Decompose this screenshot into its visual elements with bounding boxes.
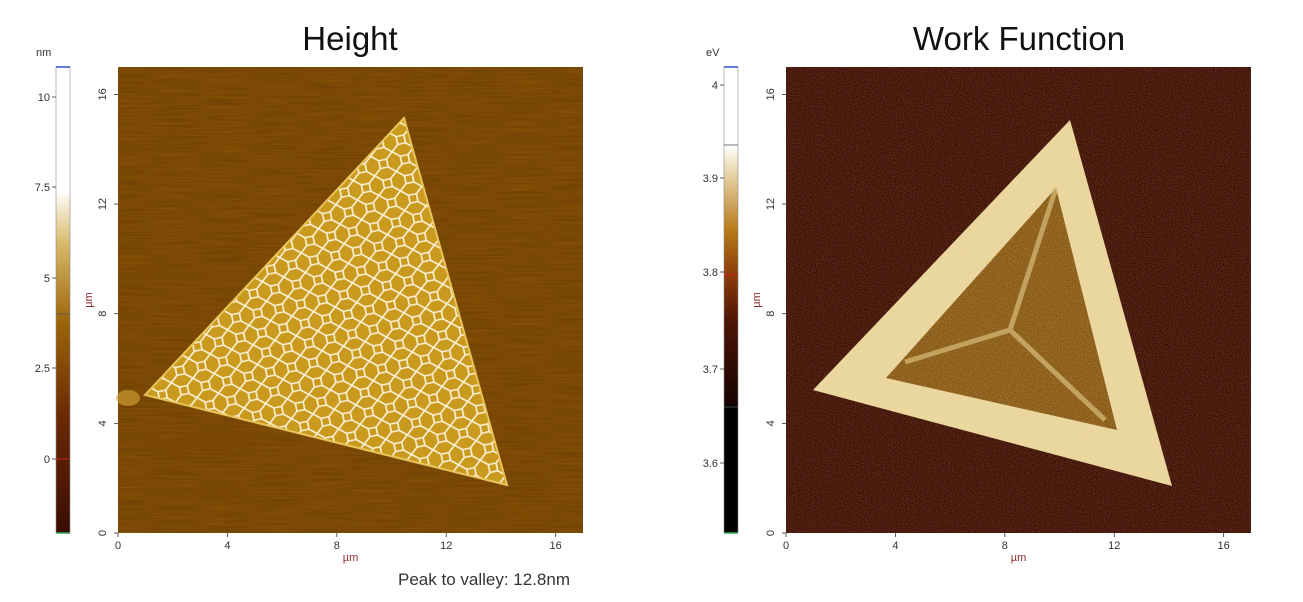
wf-colorbar bbox=[723, 66, 739, 534]
height-panel: 10 7.5 5 2.5 0 0 4 8 12 16 0 4 8 12 16 µm µm bbox=[35, 66, 583, 564]
wf-colorbar-tick-label: 3.9 bbox=[703, 173, 718, 185]
wf-y-tick-label: 4 bbox=[765, 420, 777, 426]
wf-colorbar-tick-label: 3.8 bbox=[703, 267, 718, 279]
wf-map-background bbox=[786, 67, 1251, 533]
wf-x-tick-label: 0 bbox=[783, 540, 789, 552]
height-y-tick-label: 4 bbox=[97, 420, 109, 426]
height-axes: 0 4 8 12 16 0 4 8 12 16 µm µm bbox=[83, 88, 562, 564]
height-x-tick-label: 16 bbox=[550, 540, 562, 552]
height-colorbar-tick-label: 2.5 bbox=[35, 363, 50, 375]
height-x-tick-label: 0 bbox=[115, 540, 121, 552]
height-y-axis-label: µm bbox=[83, 292, 95, 308]
wf-x-tick-label: 4 bbox=[892, 540, 898, 552]
wf-x-axis-label: µm bbox=[1011, 552, 1027, 564]
wf-colorbar-unit: eV bbox=[706, 47, 720, 59]
height-x-axis-label: µm bbox=[343, 552, 359, 564]
height-y-tick-label: 0 bbox=[97, 530, 109, 536]
height-colorbar bbox=[55, 66, 71, 534]
height-y-tick-label: 8 bbox=[97, 311, 109, 317]
wf-x-tick-label: 12 bbox=[1108, 540, 1120, 552]
height-x-tick-label: 4 bbox=[224, 540, 230, 552]
height-colorbar-unit: nm bbox=[36, 47, 52, 59]
wf-x-tick-label: 16 bbox=[1218, 540, 1230, 552]
wf-y-tick-label: 0 bbox=[765, 530, 777, 536]
height-colorbar-tick-label: 0 bbox=[44, 454, 50, 466]
wf-colorbar-tick-label: 3.7 bbox=[703, 364, 718, 376]
height-colorbar-tick-label: 7.5 bbox=[35, 182, 50, 194]
height-colorbar-tick-label: 5 bbox=[44, 273, 50, 285]
height-x-tick-label: 12 bbox=[440, 540, 452, 552]
height-y-tick-label: 16 bbox=[97, 88, 109, 100]
wf-y-axis-label: µm bbox=[751, 292, 763, 308]
wf-flake-center bbox=[886, 188, 1117, 430]
height-colorbar-tick-label: 10 bbox=[38, 92, 50, 104]
wf-y-tick-label: 12 bbox=[765, 198, 777, 210]
height-y-tick-label: 12 bbox=[97, 198, 109, 210]
height-title: Height bbox=[302, 20, 398, 57]
wf-axes: 0 4 8 12 16 0 4 8 12 16 µm µm bbox=[751, 88, 1230, 564]
height-x-tick-label: 8 bbox=[334, 540, 340, 552]
peak-to-valley-label: Peak to valley: 12.8nm bbox=[398, 570, 570, 589]
wf-colorbar-tick-label: 4 bbox=[712, 80, 718, 92]
height-colorbar-ticks: 10 7.5 5 2.5 0 bbox=[35, 92, 56, 466]
wf-x-tick-label: 8 bbox=[1002, 540, 1008, 552]
wf-flake bbox=[813, 120, 1172, 486]
wf-colorbar-ticks: 4 3.9 3.8 3.7 3.6 bbox=[703, 80, 724, 470]
wf-y-tick-label: 16 bbox=[765, 88, 777, 100]
wf-y-tick-label: 8 bbox=[765, 311, 777, 317]
wf-colorbar-tick-label: 3.6 bbox=[703, 458, 718, 470]
work-function-title: Work Function bbox=[912, 20, 1126, 57]
